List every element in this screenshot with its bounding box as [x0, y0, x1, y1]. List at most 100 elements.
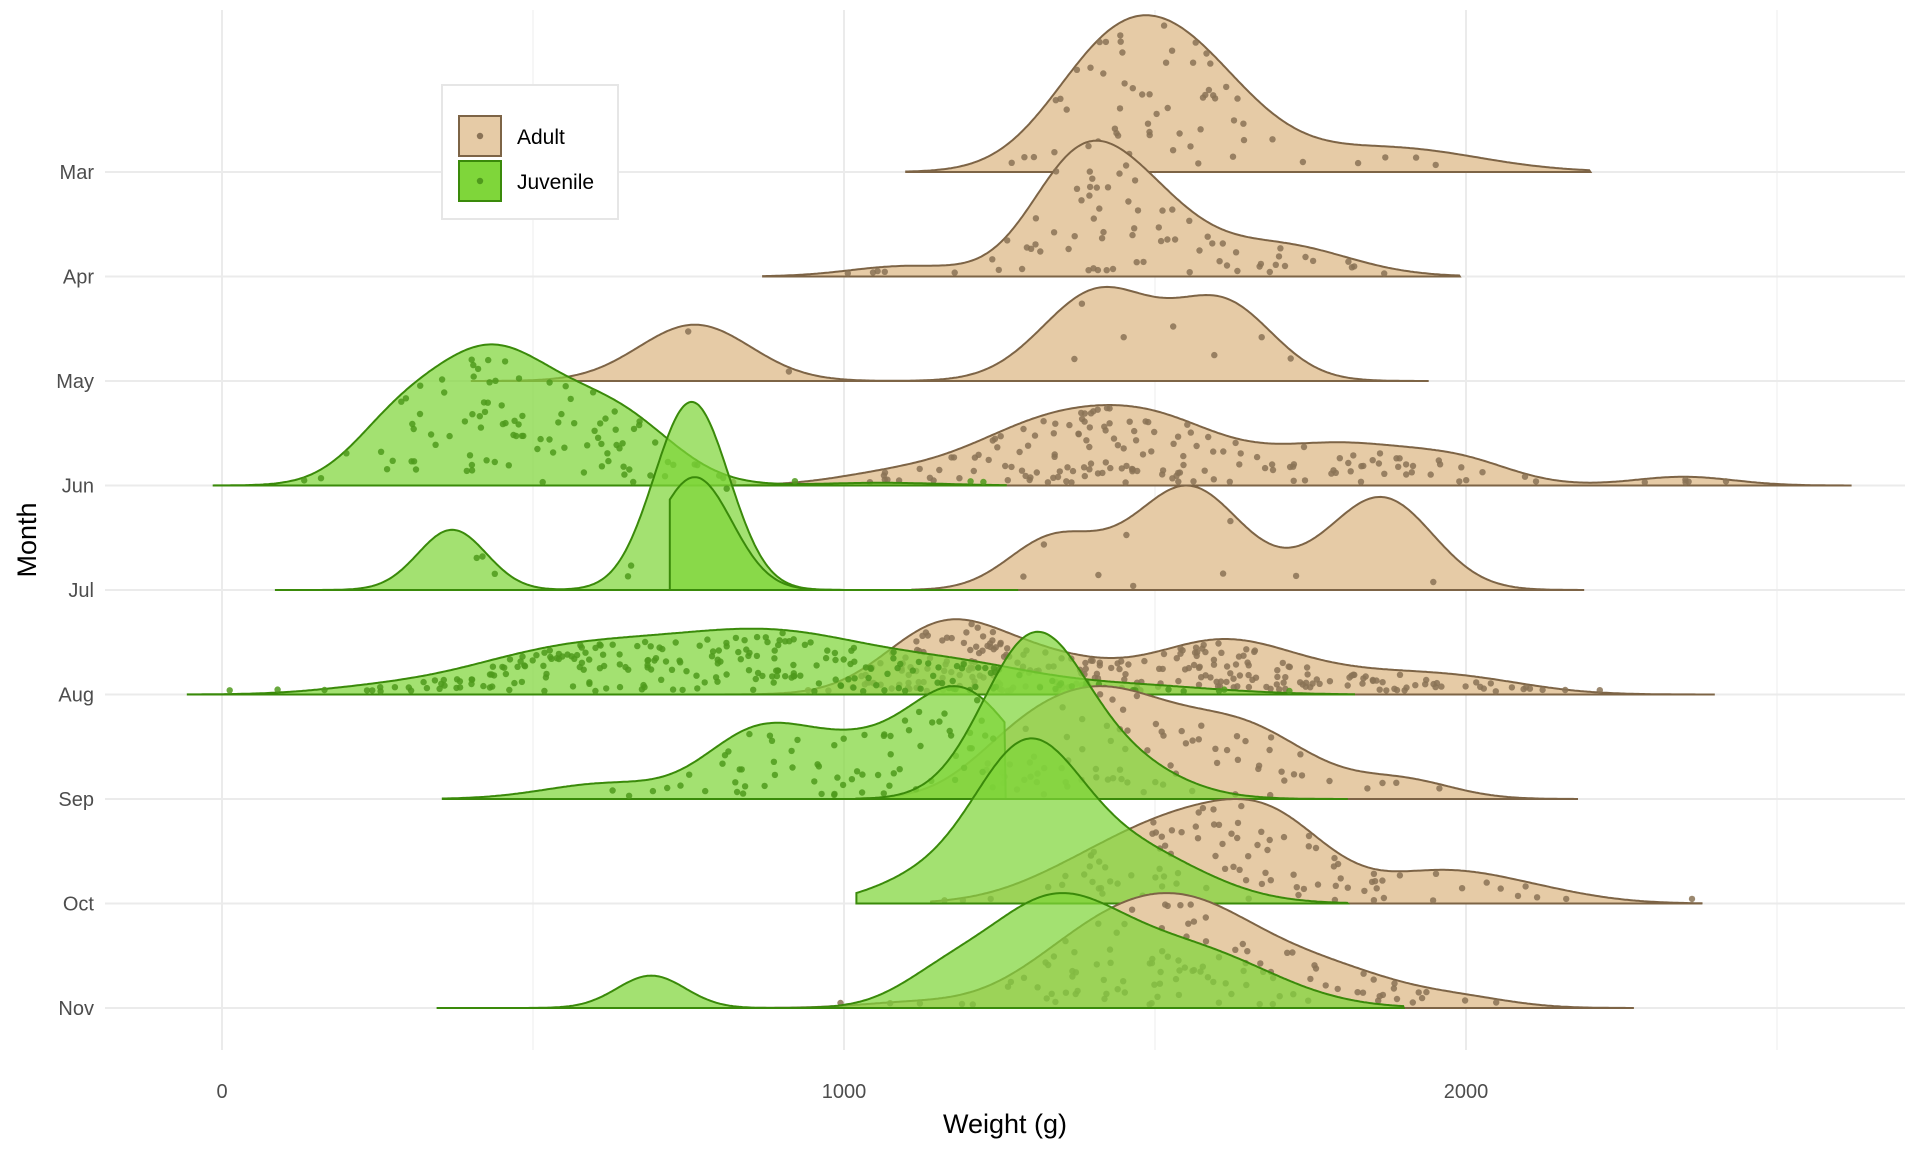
point-adult [1122, 671, 1129, 678]
point-adult [1298, 772, 1306, 779]
point-juvenile [761, 782, 768, 790]
point-adult [1415, 989, 1422, 996]
point-juvenile [622, 663, 629, 671]
point-juvenile [481, 408, 489, 416]
point-adult [1258, 828, 1265, 835]
point-adult [1234, 267, 1241, 275]
point-adult [1098, 235, 1106, 242]
point-juvenile [506, 656, 514, 663]
point-adult [956, 475, 963, 482]
point-adult [1380, 894, 1388, 902]
point-juvenile [409, 420, 416, 428]
point-adult [1314, 881, 1322, 888]
point-juvenile [605, 457, 612, 465]
point-juvenile [887, 732, 894, 740]
point-adult [1533, 894, 1541, 901]
point-adult [1040, 541, 1048, 548]
point-juvenile [1165, 686, 1172, 693]
point-juvenile [594, 434, 602, 441]
point-adult [1223, 663, 1231, 670]
point-adult [1131, 225, 1138, 232]
ridge-row-apr [762, 139, 1462, 278]
point-adult [1085, 142, 1092, 150]
point-adult [1090, 265, 1097, 272]
point-juvenile [634, 642, 641, 650]
point-adult [1227, 670, 1234, 677]
point-juvenile [901, 717, 909, 724]
point-adult [1032, 241, 1039, 248]
point-adult [1376, 450, 1384, 457]
point-adult [1108, 664, 1115, 672]
point-juvenile [427, 431, 435, 438]
point-juvenile [490, 672, 498, 679]
point-adult [1086, 168, 1094, 175]
point-juvenile [702, 787, 709, 795]
point-adult [1223, 83, 1230, 91]
point-adult [1209, 240, 1216, 247]
point-juvenile [453, 676, 461, 683]
point-adult [1458, 885, 1466, 892]
point-juvenile [499, 420, 507, 428]
point-adult [1281, 262, 1289, 270]
density-adult-mar [905, 14, 1593, 173]
point-adult [1402, 461, 1410, 468]
point-adult [1379, 877, 1386, 884]
point-adult [1030, 153, 1038, 161]
point-adult [1221, 865, 1229, 872]
point-adult [1202, 938, 1210, 945]
point-adult [1175, 677, 1182, 685]
x-tick-label: 2000 [1444, 1081, 1489, 1103]
point-adult [1175, 478, 1182, 485]
point-juvenile [598, 463, 606, 470]
point-juvenile [469, 411, 476, 418]
point-adult [1100, 70, 1107, 77]
point-adult [960, 639, 968, 647]
point-adult [1436, 785, 1443, 792]
point-juvenile [468, 461, 476, 469]
point-adult [1479, 469, 1486, 476]
point-juvenile [1286, 687, 1293, 695]
point-juvenile [669, 686, 677, 693]
point-juvenile [890, 770, 897, 777]
point-juvenile [567, 395, 574, 403]
point-adult [1262, 869, 1269, 876]
point-juvenile [815, 680, 823, 687]
x-tick-label: 0 [216, 1081, 227, 1103]
x-tick-label: 1000 [822, 1081, 867, 1103]
point-adult [997, 641, 1004, 648]
point-adult [973, 643, 980, 650]
point-juvenile [733, 788, 741, 796]
point-adult [1189, 737, 1196, 744]
point-adult [1181, 666, 1189, 673]
point-juvenile [811, 778, 818, 785]
point-adult [1266, 746, 1273, 754]
point-juvenile [611, 408, 618, 415]
point-juvenile [770, 758, 778, 765]
density-adult-jul [911, 484, 1585, 591]
point-juvenile [480, 399, 488, 406]
point-adult [1109, 696, 1116, 703]
point-adult [1359, 989, 1367, 996]
point-juvenile [321, 686, 328, 694]
point-adult [948, 634, 955, 642]
point-adult [1096, 38, 1103, 46]
point-adult [1268, 461, 1276, 468]
point-adult [1071, 233, 1078, 240]
point-adult [1390, 985, 1398, 992]
point-adult [1116, 170, 1123, 177]
point-adult [1180, 452, 1187, 460]
point-adult [1078, 415, 1086, 423]
point-adult [1272, 261, 1280, 268]
point-adult [1539, 686, 1546, 694]
point-adult [1173, 472, 1180, 479]
point-adult [1267, 877, 1275, 884]
point-adult [1396, 671, 1404, 678]
point-adult [943, 634, 951, 641]
point-adult [1520, 685, 1527, 693]
point-juvenile [775, 641, 782, 649]
point-adult [1169, 147, 1177, 154]
point-adult [995, 266, 1002, 274]
point-adult [1004, 645, 1011, 652]
point-adult [1269, 136, 1276, 143]
point-juvenile [791, 478, 799, 485]
